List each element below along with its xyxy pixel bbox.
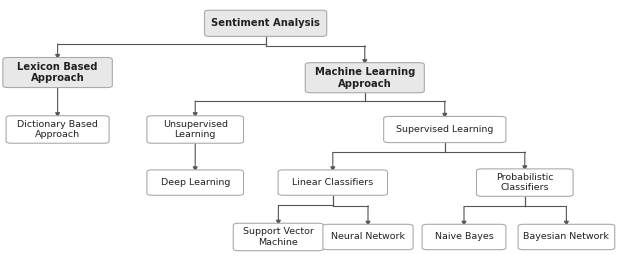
FancyBboxPatch shape: [6, 116, 109, 143]
Text: Bayesian Network: Bayesian Network: [524, 233, 609, 241]
Text: Dictionary Based
Approach: Dictionary Based Approach: [17, 120, 98, 139]
FancyBboxPatch shape: [3, 57, 113, 88]
Text: Deep Learning: Deep Learning: [161, 178, 230, 187]
Text: Sentiment Analysis: Sentiment Analysis: [211, 18, 320, 28]
FancyBboxPatch shape: [518, 224, 615, 250]
FancyBboxPatch shape: [323, 224, 413, 250]
Text: Naive Bayes: Naive Bayes: [435, 233, 493, 241]
FancyBboxPatch shape: [383, 117, 506, 142]
FancyBboxPatch shape: [147, 116, 244, 143]
Text: Probabilistic
Classifiers: Probabilistic Classifiers: [496, 173, 554, 192]
FancyBboxPatch shape: [422, 224, 506, 250]
Text: Neural Network: Neural Network: [331, 233, 405, 241]
Text: Unsupervised
Learning: Unsupervised Learning: [163, 120, 228, 139]
FancyBboxPatch shape: [147, 170, 244, 195]
FancyBboxPatch shape: [234, 223, 324, 251]
Text: Machine Learning
Approach: Machine Learning Approach: [315, 67, 415, 89]
FancyBboxPatch shape: [278, 170, 388, 195]
FancyBboxPatch shape: [205, 10, 326, 36]
Text: Support Vector
Machine: Support Vector Machine: [243, 227, 314, 247]
Text: Lexicon Based
Approach: Lexicon Based Approach: [17, 62, 98, 83]
Text: Linear Classifiers: Linear Classifiers: [292, 178, 373, 187]
FancyBboxPatch shape: [476, 169, 573, 196]
Text: Supervised Learning: Supervised Learning: [396, 125, 493, 134]
FancyBboxPatch shape: [305, 63, 424, 93]
